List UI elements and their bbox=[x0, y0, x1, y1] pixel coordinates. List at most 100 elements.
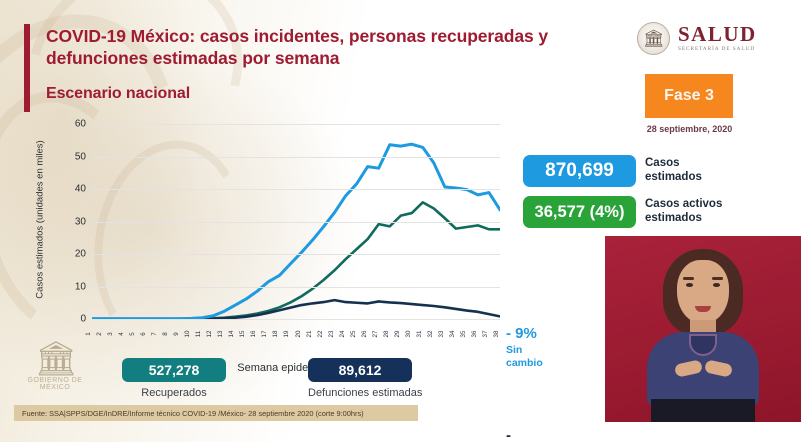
interpreter-eye bbox=[713, 283, 720, 287]
gridline bbox=[92, 156, 500, 158]
x-axis-tick-label: 9 bbox=[173, 332, 181, 336]
stat-label-line2: estimados bbox=[645, 212, 702, 224]
y-axis-tick-label: 60 bbox=[74, 118, 86, 130]
y-axis-tick-label: 30 bbox=[74, 216, 86, 227]
stat-label-line2: estimados bbox=[645, 171, 702, 183]
stat-label: Casos activos estimados bbox=[645, 198, 722, 225]
logo-subtitle: SECRETARÍA DE SALUD bbox=[678, 46, 756, 53]
eagle-icon: 🏛 bbox=[34, 340, 77, 378]
x-axis-tick-label: 19 bbox=[283, 330, 291, 338]
x-axis-tick-label: 32 bbox=[426, 330, 434, 338]
x-axis-tick-label: 30 bbox=[404, 330, 412, 338]
x-axis-tick-label: 1 bbox=[85, 332, 92, 336]
stat-active-cases: 36,577 (4%) Casos activos estimados bbox=[523, 196, 722, 228]
x-axis-tick-label: 15 bbox=[239, 330, 247, 338]
annotation-incident-cases: - 9% Sin cambio bbox=[506, 325, 543, 370]
y-axis-tick-label: 10 bbox=[74, 281, 86, 292]
x-axis-tick-label: 24 bbox=[338, 330, 346, 338]
legend-deaths: 89,612 Defunciones estimadas bbox=[308, 358, 423, 399]
x-axis-tick-label: 37 bbox=[481, 330, 489, 338]
y-axis-tick-label: 20 bbox=[74, 248, 86, 260]
x-axis-tick-label: 29 bbox=[393, 330, 401, 338]
x-axis-tick-label: 34 bbox=[448, 330, 456, 338]
x-axis-tick-label: 17 bbox=[261, 330, 269, 338]
interpreter-eyebrow bbox=[683, 277, 694, 280]
x-axis-tick-label: 16 bbox=[250, 330, 258, 338]
annotation-percent: - 9% bbox=[506, 325, 537, 342]
x-axis-tick-label: 31 bbox=[415, 330, 423, 338]
stat-estimated-cases: 870,699 Casos estimados bbox=[523, 155, 702, 187]
interpreter-mouth bbox=[695, 306, 711, 312]
annotation-note-line2: cambio bbox=[506, 357, 543, 370]
interpreter-collar bbox=[689, 334, 717, 356]
x-axis-tick-label: 35 bbox=[459, 330, 467, 338]
x-axis-tick-label: 36 bbox=[470, 330, 478, 338]
phase-badge: Fase 3 bbox=[645, 74, 733, 118]
chart-series-line bbox=[92, 144, 500, 319]
stat-label-line1: Casos bbox=[645, 157, 680, 170]
sign-language-interpreter-video[interactable] bbox=[605, 236, 801, 422]
x-axis-tick-label: 20 bbox=[294, 330, 302, 338]
source-text: Fuente: SSA|SPPS/DGE/InDRE/Informe técni… bbox=[22, 408, 364, 418]
x-axis-tick-label: 38 bbox=[493, 330, 500, 338]
x-axis-tick-label: 21 bbox=[305, 330, 313, 338]
phase-label: Fase 3 bbox=[664, 87, 714, 104]
y-axis-tick-label: 50 bbox=[74, 151, 86, 162]
watermark-eagle-text: GOBIERNO DE MÉXICO bbox=[27, 377, 83, 392]
x-axis-tick-label: 12 bbox=[206, 330, 214, 338]
x-axis-tick-label: 10 bbox=[184, 330, 192, 338]
mexican-eagle-seal-icon: 🏛 bbox=[637, 22, 670, 55]
x-axis-tick-label: 18 bbox=[272, 330, 280, 338]
gridline bbox=[92, 124, 500, 125]
salud-logo: 🏛 SALUD SECRETARÍA DE SALUD bbox=[637, 22, 757, 55]
x-axis-tick-label: 2 bbox=[96, 332, 104, 336]
gridline bbox=[92, 189, 500, 190]
legend-value-badge: 527,278 bbox=[122, 358, 226, 382]
chart-plot-area: 0 10 20 30 40 50 60 bbox=[75, 119, 500, 325]
gridline bbox=[92, 221, 500, 223]
page-subtitle: Escenario nacional bbox=[46, 85, 191, 102]
phase-date: 28 septiembre, 2020 bbox=[646, 124, 733, 134]
logo-text-block: SALUD SECRETARÍA DE SALUD bbox=[678, 24, 757, 52]
logo-name: SALUD bbox=[678, 22, 757, 47]
x-axis-tick-label: 8 bbox=[162, 332, 170, 336]
x-axis-tick-label: 7 bbox=[151, 332, 159, 336]
x-axis-tick-label: 25 bbox=[349, 330, 357, 338]
title-accent-bar bbox=[24, 24, 30, 112]
chart-series-line bbox=[92, 202, 500, 319]
page-title: COVID-19 México: casos incidentes, perso… bbox=[46, 26, 549, 68]
stat-value-badge: 36,577 (4%) bbox=[523, 196, 636, 228]
x-axis-tick-label: 23 bbox=[327, 330, 335, 338]
x-axis-tick-label: 14 bbox=[228, 330, 236, 338]
interpreter-eyebrow bbox=[712, 277, 723, 280]
legend-caption: Defunciones estimadas bbox=[308, 387, 423, 399]
x-axis-tick-label: 33 bbox=[437, 330, 445, 338]
legend-caption: Recuperados bbox=[141, 387, 207, 399]
stat-value-badge: 870,699 bbox=[523, 155, 636, 187]
interpreter-lower-body bbox=[651, 399, 755, 422]
x-axis-tick-label: 4 bbox=[118, 332, 126, 336]
annotation-deaths: - 48% bbox=[506, 427, 511, 442]
x-axis-tick-label: 26 bbox=[360, 330, 368, 338]
y-axis-title-text: Casos estimados (unidades en miles) bbox=[34, 140, 46, 299]
legend-value-badge: 89,612 bbox=[308, 358, 412, 382]
legend-recovered: 527,278 Recuperados bbox=[122, 358, 226, 399]
annotation-note-line1: Sin bbox=[506, 343, 523, 356]
x-axis-tick-label: 6 bbox=[140, 332, 148, 336]
x-axis-tick-label: 27 bbox=[371, 330, 379, 338]
watermark-eagle-emblem: 🏛 GOBIERNO DE MÉXICO bbox=[18, 342, 92, 408]
x-axis-tick-label: 11 bbox=[195, 330, 203, 338]
x-axis-tick-label: 5 bbox=[129, 332, 137, 336]
y-axis-tick-label: 0 bbox=[80, 313, 86, 325]
x-axis-tick-label: 22 bbox=[316, 330, 324, 338]
x-axis-ticks: 1 2 3 4 5 6 7 8 9 10 11 12 13 14 15 16 17 18 19 20 21 22 23 24 2… bbox=[85, 320, 500, 344]
stat-label: Casos estimados bbox=[645, 157, 702, 184]
gridline bbox=[92, 286, 500, 288]
source-footer: Fuente: SSA|SPPS/DGE/InDRE/Informe técni… bbox=[14, 405, 418, 421]
x-axis-tick-label: 13 bbox=[217, 330, 225, 338]
x-axis-tick-label: 28 bbox=[382, 330, 390, 338]
y-axis-title: Casos estimados (unidades en miles) bbox=[32, 122, 48, 317]
gridline bbox=[92, 254, 500, 255]
interpreter-eye bbox=[686, 283, 693, 287]
